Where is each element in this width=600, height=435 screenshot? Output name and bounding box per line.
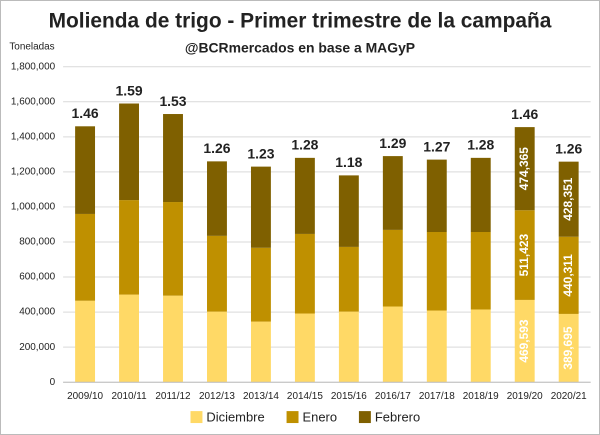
y-tick-label: 1,400,000 [11, 131, 56, 142]
bar-segment [382, 156, 403, 230]
x-tick-label: 2012/13 [199, 391, 235, 402]
bar-segment [514, 210, 535, 300]
value-label: 511,423 [517, 233, 531, 276]
bar-segment [75, 213, 96, 301]
x-tick-label: 2019/20 [507, 391, 543, 402]
total-label: 1.18 [335, 154, 362, 170]
total-label: 1.46 [511, 106, 538, 122]
x-tick-label: 2014/15 [287, 391, 323, 402]
bar-segment [470, 157, 491, 233]
x-tick-label: 2015/16 [331, 391, 367, 402]
bar-segment [558, 161, 579, 237]
x-tick-label: 2018/19 [463, 391, 499, 402]
x-tick-label: 2011/12 [155, 391, 191, 402]
legend-label: Febrero [375, 409, 420, 424]
bar-segment [119, 200, 139, 295]
bar-segment [75, 126, 96, 214]
bar-segment [207, 235, 227, 312]
bar-segment [207, 311, 227, 383]
total-label: 1.23 [247, 145, 274, 161]
total-label: 1.28 [467, 137, 494, 153]
bar-segment [207, 161, 227, 236]
y-tick-label: 1,800,000 [11, 61, 56, 72]
x-tick-label: 2017/18 [419, 391, 455, 402]
y-tick-label: 200,000 [19, 342, 55, 353]
y-tick-label: 600,000 [19, 272, 55, 283]
total-label: 1.59 [115, 82, 142, 98]
x-tick-label: 2016/17 [375, 391, 411, 402]
bar-segment [338, 311, 359, 383]
bar-segment [558, 236, 579, 314]
legend-swatch [358, 411, 371, 424]
y-tick-label: 1,600,000 [11, 96, 56, 107]
total-label: 1.28 [291, 137, 318, 153]
total-label: 1.27 [423, 138, 450, 154]
bar-segment [294, 157, 315, 234]
x-tick-label: 2013/14 [243, 391, 279, 402]
bar-segment [426, 159, 447, 233]
total-label: 1.26 [555, 140, 582, 156]
bar-segment [470, 309, 491, 383]
bar-segment [250, 166, 271, 248]
bar-segment [338, 246, 359, 312]
value-label: 389,695 [561, 326, 575, 370]
bar-segment [382, 229, 403, 307]
x-tick-label: 2009/10 [67, 391, 103, 402]
legend-label: Diciembre [206, 409, 264, 424]
y-tick-label: 800,000 [19, 237, 55, 248]
bar-segment [558, 313, 579, 383]
bar-segment [514, 299, 535, 383]
bar-segment [382, 306, 403, 383]
bar-segment [250, 321, 271, 383]
bar-segment [426, 310, 447, 383]
total-label: 1.46 [72, 105, 99, 121]
bar-segment [163, 114, 183, 203]
total-label: 1.53 [159, 93, 186, 109]
y-tick-label: 1,000,000 [11, 202, 56, 213]
bar-segment [338, 175, 359, 247]
y-tick-label: 1,200,000 [11, 167, 56, 178]
bar-segment [470, 232, 491, 310]
x-tick-label: 2010/11 [111, 391, 147, 402]
value-label: 469,593 [517, 319, 531, 363]
total-label: 1.26 [203, 140, 230, 156]
legend-swatch [190, 411, 203, 424]
bar-segment [163, 295, 183, 383]
chart-subtitle: @BCRmercados en base a MAGyP [185, 39, 415, 55]
bar-segment [119, 103, 139, 201]
legend-label: Enero [302, 409, 337, 424]
total-label: 1.29 [379, 135, 406, 151]
value-label: 428,351 [561, 177, 575, 221]
value-label: 474,365 [517, 147, 531, 191]
value-label: 440,311 [561, 254, 575, 297]
legend-swatch [286, 411, 299, 424]
y-tick-label: 400,000 [19, 307, 55, 318]
y-tick-label: 0 [50, 377, 56, 388]
bar-segment [119, 294, 139, 383]
y-axis-label: Toneladas [9, 41, 54, 52]
bar-segment [514, 127, 535, 211]
chart-title: Molienda de trigo - Primer trimestre de … [49, 9, 552, 32]
bar-segment [294, 233, 315, 314]
bar-segment [163, 202, 183, 296]
x-tick-label: 2020/21 [551, 391, 587, 402]
bar-segment [294, 313, 315, 383]
bar-segment [75, 300, 96, 383]
bar-segment [426, 232, 447, 311]
bar-segment [250, 247, 271, 322]
